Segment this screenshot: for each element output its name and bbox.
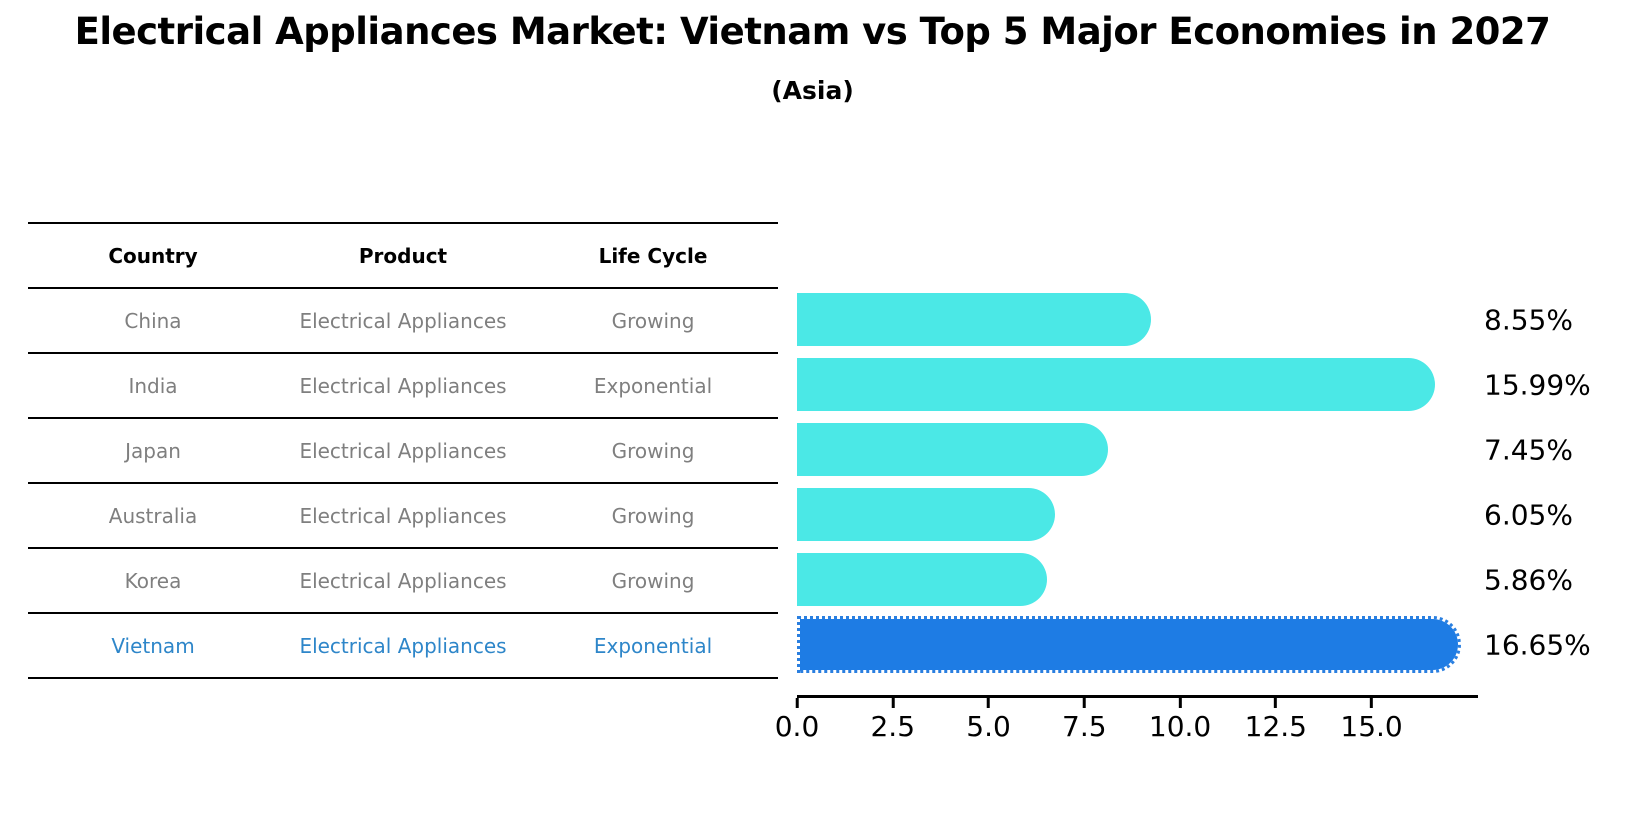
bar-japan [797, 423, 1109, 476]
x-tick: 15.0 [1340, 698, 1403, 743]
cell-life-cycle: Growing [611, 503, 695, 528]
tick-mark [987, 698, 991, 708]
tick-mark [891, 698, 895, 708]
cell-country: Korea [124, 568, 182, 593]
tick-mark [795, 698, 799, 708]
cell-life-cycle: Growing [611, 438, 695, 463]
country-table: Country Product Life Cycle China Electri… [28, 222, 778, 679]
tick-mark [1178, 698, 1182, 708]
chart-subtitle: (Asia) [771, 76, 854, 105]
x-axis-line [797, 695, 1478, 698]
cell-country: Vietnam [111, 633, 195, 658]
x-tick: 2.5 [870, 698, 915, 743]
cell-product: Electrical Appliances [299, 308, 507, 333]
bar-row-australia: 6.05% [797, 482, 1573, 547]
x-tick: 7.5 [1062, 698, 1107, 743]
x-tick: 5.0 [966, 698, 1011, 743]
tick-label: 12.5 [1244, 710, 1307, 743]
tick-mark [1274, 698, 1278, 708]
cell-product: Electrical Appliances [299, 633, 507, 658]
cell-life-cycle: Growing [611, 568, 695, 593]
tick-label: 10.0 [1148, 710, 1212, 743]
chart-title: Electrical Appliances Market: Vietnam vs… [74, 10, 1551, 53]
bar-row-vietnam: 16.65% [797, 612, 1591, 677]
value-label-japan: 7.45% [1484, 433, 1573, 466]
bar-india [797, 358, 1436, 411]
bar-australia [797, 488, 1055, 541]
value-label-india: 15.99% [1484, 368, 1591, 401]
x-tick: 12.5 [1245, 698, 1307, 743]
cell-country: China [124, 308, 182, 333]
bar-chart: 8.55% 15.99% 7.45% 6.05% 5.86% 16.65% [797, 287, 1591, 677]
cell-country: India [128, 373, 178, 398]
cell-life-cycle: Exponential [593, 633, 713, 658]
table-row-china: China Electrical Appliances Growing [28, 287, 778, 352]
cell-life-cycle: Growing [611, 308, 695, 333]
tick-mark [1082, 698, 1086, 708]
header-life-cycle: Life Cycle [598, 243, 708, 268]
tick-label: 5.0 [966, 710, 1011, 743]
bar-row-china: 8.55% [797, 287, 1573, 352]
value-label-korea: 5.86% [1484, 563, 1573, 596]
x-axis-ticks: 0.0 2.5 5.0 7.5 10.0 12.5 15.0 [775, 698, 1475, 758]
value-label-china: 8.55% [1484, 303, 1573, 336]
table-row-korea: Korea Electrical Appliances Growing [28, 547, 778, 612]
header-product: Product [358, 243, 448, 268]
cell-product: Electrical Appliances [299, 438, 507, 463]
bar-china [797, 293, 1151, 346]
cell-product: Electrical Appliances [299, 568, 507, 593]
bar-row-korea: 5.86% [797, 547, 1573, 612]
tick-label: 15.0 [1340, 710, 1403, 743]
bar-vietnam [797, 616, 1461, 673]
x-tick: 10.0 [1149, 698, 1211, 743]
tick-mark [1370, 698, 1374, 708]
table-row-vietnam: Vietnam Electrical Appliances Exponentia… [28, 612, 778, 677]
table-row-japan: Japan Electrical Appliances Growing [28, 417, 778, 482]
bar-korea [797, 553, 1048, 606]
cell-country: Australia [108, 503, 198, 528]
value-label-australia: 6.05% [1484, 498, 1573, 531]
header-country: Country [108, 243, 198, 268]
cell-country: Japan [125, 438, 181, 463]
tick-label: 7.5 [1062, 710, 1107, 743]
bar-row-india: 15.99% [797, 352, 1591, 417]
tick-label: 0.0 [774, 710, 820, 743]
table-row-australia: Australia Electrical Appliances Growing [28, 482, 778, 547]
table-header-row: Country Product Life Cycle [28, 222, 778, 287]
cell-product: Electrical Appliances [299, 503, 507, 528]
table-row-india: India Electrical Appliances Exponential [28, 352, 778, 417]
cell-life-cycle: Exponential [593, 373, 713, 398]
cell-product: Electrical Appliances [299, 373, 507, 398]
value-label-vietnam: 16.65% [1484, 628, 1591, 661]
bar-row-japan: 7.45% [797, 417, 1573, 482]
tick-label: 2.5 [870, 710, 916, 743]
x-tick: 0.0 [774, 698, 820, 743]
